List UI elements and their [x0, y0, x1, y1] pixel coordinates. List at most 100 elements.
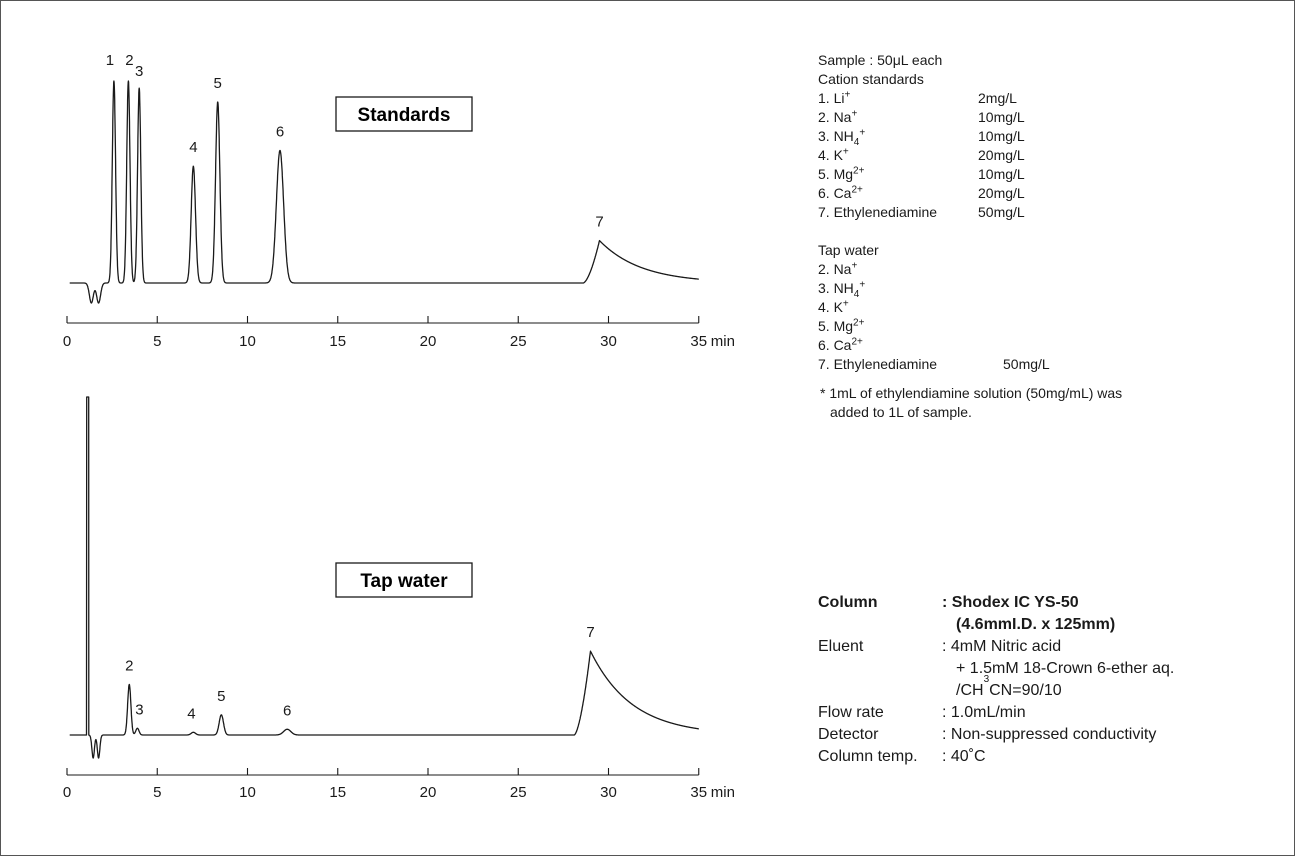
- x-tick-label: 20: [420, 333, 437, 350]
- eluent-value-3-suffix: CN=90/10: [989, 682, 1062, 699]
- ion-charge: +: [859, 127, 866, 139]
- ion-row: 4. K+: [818, 298, 1122, 317]
- ion-row: 6. Ca2+ 20mg/L: [818, 184, 1122, 203]
- tap-water-label: Tap water: [360, 571, 448, 592]
- ion-row: 7. Ethylenediamine 50mg/L: [818, 355, 1122, 374]
- x-tick-label: 5: [153, 784, 161, 801]
- x-tick-label: 10: [239, 784, 256, 801]
- ion-name: 3. NH4+: [818, 127, 978, 148]
- ion-charge: +: [859, 279, 866, 291]
- temp-label: Column temp.: [818, 748, 918, 765]
- peak-label: 7: [595, 214, 603, 231]
- ion-row: 2. Na+: [818, 260, 1122, 279]
- ion-name: 2. Na+: [818, 260, 1003, 279]
- peak-label: 6: [283, 702, 291, 719]
- peak-label: 1: [106, 52, 114, 69]
- ion-concentration: 2mg/L: [978, 90, 1017, 106]
- eluent-value-3: /CH 3 CN=90/10: [818, 674, 1174, 702]
- column-value: : Shodex IC YS-50: [942, 594, 1079, 611]
- x-tick-label: 10: [239, 333, 256, 350]
- x-axis-unit: min: [711, 333, 735, 350]
- ion-charge: 2+: [853, 317, 865, 329]
- ion-symbol: 6. Ca: [818, 337, 852, 353]
- ion-name: 6. Ca2+: [818, 336, 1003, 355]
- tap-water-title: Tap water: [818, 242, 879, 258]
- x-tick-label: 0: [63, 784, 71, 801]
- ion-name: 7. Ethylenediamine: [818, 203, 978, 222]
- x-tick-label: 30: [600, 333, 617, 350]
- ion-symbol: 7. Ethylenediamine: [818, 356, 938, 372]
- column-row: Column : Shodex IC YS-50: [818, 592, 1174, 614]
- standards-trace: [69, 80, 700, 304]
- temp-value: : 40˚C: [942, 748, 986, 765]
- ion-concentration: 50mg/L: [1003, 356, 1050, 372]
- ion-name: 7. Ethylenediamine: [818, 355, 1003, 374]
- tap-water-x-ticks: 0 5 10 15 20 25 30 35 min: [63, 768, 735, 801]
- ion-charge: 2+: [853, 165, 865, 177]
- eluent-value-3-prefix: /CH: [956, 682, 984, 699]
- tap-water-panel: Tap water 2 3 4 5 6 7 0 5 10 15 20 25 30 35 min: [63, 396, 735, 801]
- ion-name: 4. K+: [818, 146, 978, 165]
- ion-name: 3. NH4+: [818, 279, 1003, 300]
- flow-label: Flow rate: [818, 704, 884, 721]
- ion-name: 5. Mg2+: [818, 317, 1003, 336]
- peak-label: 2: [125, 658, 133, 675]
- eluent-label: Eluent: [818, 638, 864, 655]
- ion-row: 3. NH4+ 10mg/L: [818, 127, 1122, 148]
- ion-symbol: 4. K: [818, 147, 843, 163]
- standards-peak-labels: 1 23 4 5 6 7: [106, 52, 604, 231]
- eluent-row: Eluent : 4mM Nitric acid: [818, 636, 1174, 658]
- column-label: Column: [818, 594, 878, 611]
- tap-water-trace: [69, 396, 700, 759]
- ion-name: 2. Na+: [818, 108, 978, 127]
- ion-charge: 2+: [851, 184, 863, 196]
- ion-symbol: 2. Na: [818, 261, 852, 277]
- x-tick-label: 15: [329, 784, 346, 801]
- ion-symbol: 7. Ethylenediamine: [818, 204, 938, 220]
- ion-symbol: 6. Ca: [818, 185, 852, 201]
- detector-row: Detector : Non-suppressed conductivity: [818, 724, 1174, 746]
- ion-charge: +: [842, 298, 849, 310]
- cation-standards-list: 1. Li+ 2mg/L 2. Na+ 10mg/L 3. NH4+ 10mg/L 4. K…: [818, 89, 1122, 222]
- eluent-value-3-sub: 3: [983, 674, 990, 685]
- ion-symbol: 1. Li: [818, 90, 845, 106]
- footnote-line-2: added to 1L of sample.: [830, 404, 972, 420]
- detector-label: Detector: [818, 726, 879, 743]
- ion-symbol: 3. NH: [818, 280, 854, 296]
- peak-label: 4: [187, 705, 195, 722]
- peak-label: 6: [276, 124, 284, 141]
- ion-concentration: 10mg/L: [978, 109, 1025, 125]
- ion-row: 6. Ca2+: [818, 336, 1122, 355]
- ion-concentration: 10mg/L: [978, 166, 1025, 182]
- detector-value: : Non-suppressed conductivity: [942, 726, 1157, 743]
- standards-x-ticks: 0 5 10 15 20 25 30 35 min: [63, 316, 735, 350]
- x-tick-label: 30: [600, 784, 617, 801]
- ion-concentration: 50mg/L: [978, 204, 1025, 220]
- tap-water-label-box: [335, 562, 473, 598]
- footnote: * 1mL of ethylendiamine solution (50mg/m…: [820, 384, 1122, 422]
- ion-subscript: 4: [853, 288, 860, 300]
- peak-label: 5: [217, 688, 225, 705]
- ion-concentration: 20mg/L: [978, 147, 1025, 163]
- x-tick-label: 35: [690, 333, 707, 350]
- peak-label: 3: [135, 63, 143, 80]
- x-axis-unit: min: [711, 784, 735, 801]
- ion-row: 4. K+ 20mg/L: [818, 146, 1122, 165]
- ion-row: 2. Na+ 10mg/L: [818, 108, 1122, 127]
- ion-charge: +: [842, 146, 849, 158]
- ion-name: 4. K+: [818, 298, 1003, 317]
- ion-subscript: 4: [853, 136, 860, 148]
- ion-name: 1. Li+: [818, 89, 978, 108]
- ion-concentration: 10mg/L: [978, 128, 1025, 144]
- ion-row: 3. NH4+: [818, 279, 1122, 300]
- peak-label: 2: [125, 52, 133, 69]
- x-tick-label: 25: [510, 784, 527, 801]
- peak-label: 7: [586, 624, 594, 641]
- cation-standards-title: Cation standards: [818, 71, 924, 87]
- eluent-value-2: + 1.5mM 18-Crown 6-ether aq.: [956, 660, 1175, 677]
- peak-label: 3: [135, 701, 143, 718]
- x-tick-label: 20: [420, 784, 437, 801]
- x-tick-label: 25: [510, 333, 527, 350]
- ion-concentration: 20mg/L: [978, 185, 1025, 201]
